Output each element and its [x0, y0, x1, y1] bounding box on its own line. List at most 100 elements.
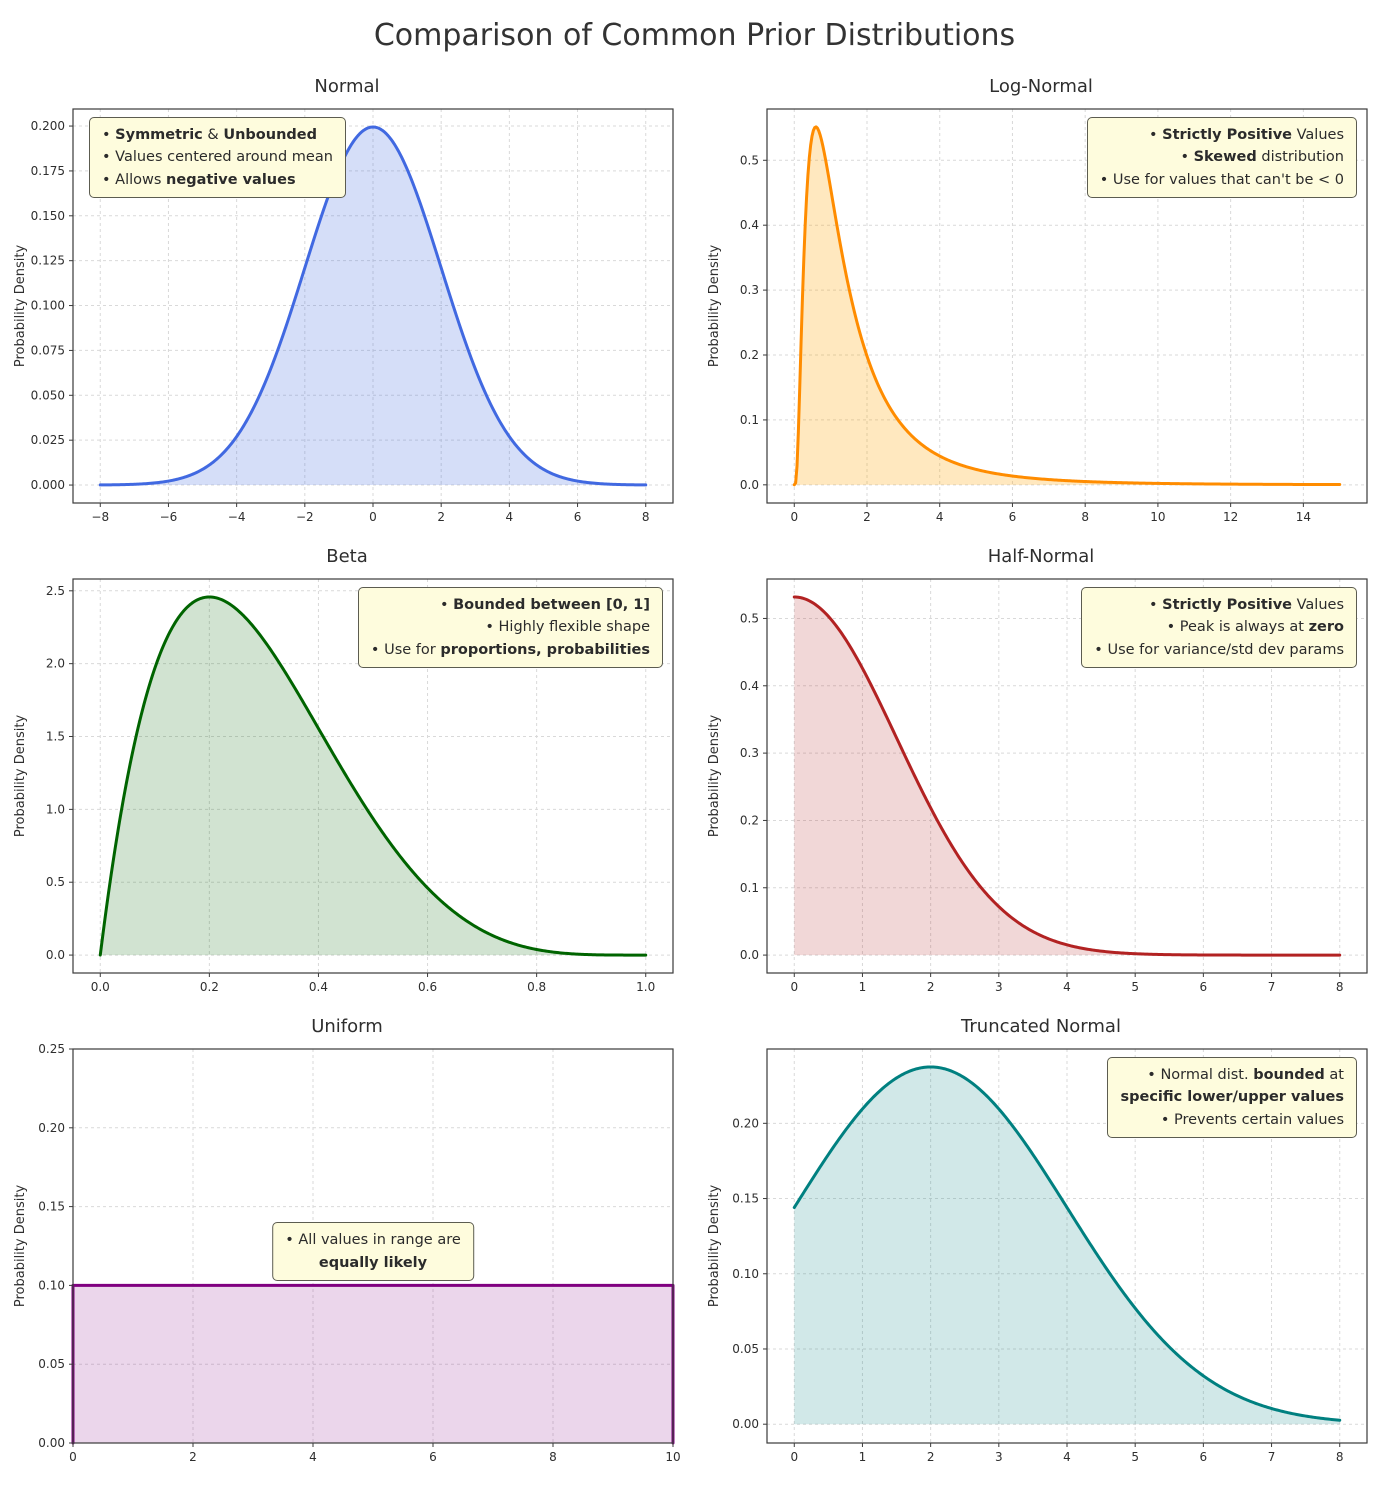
density-fill: [794, 1066, 1340, 1425]
y-axis-label: Probability Density: [13, 245, 28, 368]
chart-title: Beta: [326, 546, 368, 567]
y-tick-label: 0.100: [31, 299, 65, 313]
x-tick-label: 4: [936, 510, 944, 524]
y-tick-label: 0.15: [38, 1200, 65, 1214]
y-tick-label: 0.00: [732, 1417, 759, 1431]
plot-area: −8 −6 −4 −2 0 2 4 6 8 0.000 0.025 0.050 0.075 0.100 0.…: [9, 101, 685, 537]
x-tick-label: −2: [296, 510, 314, 524]
y-tick-label: 0.5: [46, 875, 65, 889]
x-tick-label: 7: [1268, 980, 1276, 994]
density-plot-normal: −8 −6 −4 −2 0 2 4 6 8 0.000 0.025 0.050 0.075 0.100 0.…: [13, 108, 674, 524]
y-tick-label: 0.4: [740, 679, 759, 693]
x-tick-label: 2: [863, 510, 871, 524]
y-tick-label: 0.050: [31, 388, 65, 402]
x-tick-label: 8: [642, 510, 650, 524]
axes-border: [72, 578, 674, 974]
y-tick-label: 1.0: [46, 802, 65, 816]
x-tick-label: −4: [228, 510, 246, 524]
plot-area: 0 2 4 6 8 10 12 14 0.0 0.1 0.2 0.3 0.4 0.5 Probability…: [703, 101, 1379, 537]
x-tick-label: 5: [1131, 1450, 1139, 1464]
axes-border: [766, 108, 1368, 504]
axis-ticks: 0.0 0.2 0.4 0.6 0.8 1.0 0.0 0.5 1.0 1.5 2.0 2.5: [46, 584, 655, 994]
x-tick-label: −8: [91, 510, 109, 524]
chart-panel-beta: Beta 0.0 0.2 0.4 0.6 0.8 1.0 0.0 0.5 1.0 1.5 2.0 2.…: [0, 543, 694, 1013]
y-tick-label: 0.2: [740, 348, 759, 362]
y-axis-label: Probability Density: [707, 715, 722, 838]
x-tick-label: 8: [1336, 1450, 1344, 1464]
density-fill: [100, 127, 646, 486]
density-curve: [792, 1065, 1342, 1422]
x-tick-label: 6: [1200, 980, 1208, 994]
x-tick-label: 0.4: [309, 980, 328, 994]
y-tick-label: 0.15: [732, 1192, 759, 1206]
x-tick-label: 0: [69, 1450, 77, 1464]
y-tick-label: 0.1: [740, 881, 759, 895]
x-tick-label: 10: [665, 1450, 680, 1464]
y-tick-label: 0.175: [31, 164, 65, 178]
x-tick-label: 6: [1200, 1450, 1208, 1464]
density-curve: [792, 125, 1342, 487]
y-tick-label: 0.0: [46, 948, 65, 962]
x-tick-label: 1: [859, 980, 867, 994]
chart-title: Uniform: [311, 1016, 383, 1037]
y-tick-label: 0.05: [732, 1342, 759, 1356]
y-tick-label: 0.200: [31, 119, 65, 133]
y-tick-label: 0.4: [740, 218, 759, 232]
x-tick-label: 0.6: [418, 980, 437, 994]
y-tick-label: 0.3: [740, 283, 759, 297]
density-plot-halfnormal: 0 1 2 3 4 5 6 7 8 0.0 0.1 0.2 0.3 0.4 0.5 Probability D…: [707, 578, 1368, 994]
chart-title: Log-Normal: [989, 76, 1093, 97]
y-tick-label: 0.20: [732, 1116, 759, 1130]
density-curve: [98, 595, 648, 957]
x-tick-label: 14: [1296, 510, 1311, 524]
chart-title: Normal: [314, 76, 380, 97]
x-tick-label: 1: [859, 1450, 867, 1464]
axis-ticks: 0 2 4 6 8 10 0.00 0.05 0.10 0.15 0.20 0.25: [38, 1042, 680, 1464]
x-tick-label: 2: [437, 510, 445, 524]
axes-border: [72, 1048, 674, 1444]
x-tick-label: 4: [309, 1450, 317, 1464]
chart-panel-truncnormal: Truncated Normal 0 1 2 3 4 5 6 7 8 0.00 0.05 0.10 0.…: [694, 1013, 1388, 1483]
axis-ticks: −8 −6 −4 −2 0 2 4 6 8 0.000 0.025 0.050 0.075 0.100 0.…: [31, 119, 650, 524]
x-tick-label: 3: [995, 980, 1003, 994]
density-fill: [73, 1285, 673, 1443]
x-tick-label: 7: [1268, 1450, 1276, 1464]
y-tick-label: 0.00: [38, 1436, 65, 1450]
density-plot-beta: 0.0 0.2 0.4 0.6 0.8 1.0 0.0 0.5 1.0 1.5 2.0 2.5 Prob…: [13, 578, 674, 994]
x-tick-label: 2: [927, 1450, 935, 1464]
x-tick-label: 8: [1081, 510, 1089, 524]
x-tick-label: 4: [1063, 980, 1071, 994]
subplot-grid: Normal −8 −6 −4 −2 0 2 4 6 8 0.000 0.025 0.050 0.075…: [0, 73, 1389, 1483]
y-tick-label: 0.05: [38, 1357, 65, 1371]
plot-area: 0.0 0.2 0.4 0.6 0.8 1.0 0.0 0.5 1.0 1.5 2.0 2.5 Prob…: [9, 571, 685, 1007]
plot-area: 0 1 2 3 4 5 6 7 8 0.00 0.05 0.10 0.15 0.20 Probability…: [703, 1041, 1379, 1477]
y-axis-label: Probability Density: [707, 1185, 722, 1308]
y-axis-label: Probability Density: [707, 245, 722, 368]
x-tick-label: 6: [1009, 510, 1017, 524]
y-tick-label: 1.5: [46, 730, 65, 744]
x-tick-label: 5: [1131, 980, 1139, 994]
x-tick-label: 2: [927, 980, 935, 994]
chart-panel-halfnormal: Half-Normal 0 1 2 3 4 5 6 7 8 0.0 0.1 0.2 0.3 0.4 0.5 P…: [694, 543, 1388, 1013]
plot-area: 0 2 4 6 8 10 0.00 0.05 0.10 0.15 0.20 0.25 Probabili…: [9, 1041, 685, 1477]
x-tick-label: 3: [995, 1450, 1003, 1464]
y-tick-label: 0.5: [740, 611, 759, 625]
x-tick-label: 10: [1150, 510, 1165, 524]
density-plot-lognormal: 0 2 4 6 8 10 12 14 0.0 0.1 0.2 0.3 0.4 0.5 Probability…: [707, 108, 1368, 524]
x-tick-label: 4: [1063, 1450, 1071, 1464]
chart-panel-normal: Normal −8 −6 −4 −2 0 2 4 6 8 0.000 0.025 0.050 0.075…: [0, 73, 694, 543]
axis-ticks: 0 1 2 3 4 5 6 7 8 0.0 0.1 0.2 0.3 0.4 0.5: [740, 611, 1344, 994]
y-tick-label: 0.150: [31, 209, 65, 223]
axis-ticks: 0 1 2 3 4 5 6 7 8 0.00 0.05 0.10 0.15 0.20: [732, 1116, 1343, 1464]
x-tick-label: 12: [1223, 510, 1238, 524]
y-tick-label: 0.5: [740, 153, 759, 167]
y-tick-label: 0.20: [38, 1121, 65, 1135]
y-axis-label: Probability Density: [13, 715, 28, 838]
y-tick-label: 0.10: [732, 1267, 759, 1281]
x-tick-label: 8: [1336, 980, 1344, 994]
y-tick-label: 0.025: [31, 433, 65, 447]
y-tick-label: 0.0: [740, 478, 759, 492]
x-tick-label: 1.0: [636, 980, 655, 994]
y-tick-label: 2.5: [46, 584, 65, 598]
